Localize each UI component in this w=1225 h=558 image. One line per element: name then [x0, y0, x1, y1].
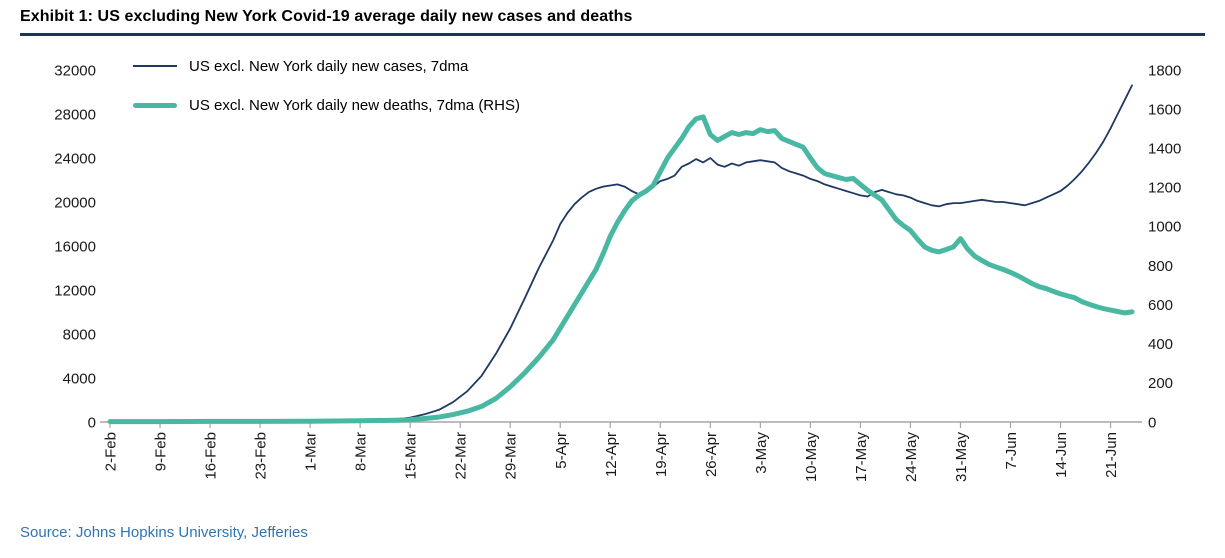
right-axis-tick-label: 1800 [1148, 62, 1181, 79]
chart-title: Exhibit 1: US excluding New York Covid-1… [20, 8, 633, 25]
left-axis-tick-label: 16000 [54, 238, 96, 255]
x-tick-label: 3-May [753, 432, 770, 474]
legend-item-cases: US excl. New York daily new cases, 7dma [133, 57, 520, 75]
x-tick-label: 26-Apr [703, 432, 720, 477]
x-tick-label: 15-Mar [403, 432, 420, 480]
x-tick-label: 9-Feb [153, 432, 170, 471]
x-tick-label: 19-Apr [653, 432, 670, 477]
right-axis-tick-label: 1200 [1148, 180, 1181, 197]
x-tick-label: 14-Jun [1053, 432, 1070, 478]
source-note: Source: Johns Hopkins University, Jeffer… [20, 524, 308, 541]
left-axis-tick-label: 12000 [54, 282, 96, 299]
chart-legend: US excl. New York daily new cases, 7dma … [133, 57, 520, 114]
x-tick-label: 5-Apr [553, 432, 570, 469]
x-tick-label: 29-Mar [503, 432, 520, 480]
right-axis-tick-label: 200 [1148, 375, 1173, 392]
right-axis-tick-label: 1400 [1148, 140, 1181, 157]
deaths-line-swatch [133, 102, 177, 108]
left-axis-tick-label: 0 [88, 414, 96, 431]
x-tick-label: 2-Feb [103, 432, 120, 471]
x-tick-label: 21-Jun [1103, 432, 1120, 478]
x-tick-label: 10-May [803, 432, 820, 483]
right-axis-tick-label: 400 [1148, 336, 1173, 353]
right-axis-tick-label: 1000 [1148, 219, 1181, 236]
x-tick-label: 8-Mar [353, 432, 370, 471]
x-tick-label: 17-May [853, 432, 870, 483]
left-axis-tick-label: 8000 [63, 326, 96, 343]
x-tick-label: 22-Mar [453, 432, 470, 480]
left-axis-tick-label: 24000 [54, 150, 96, 167]
title-rule [20, 33, 1205, 36]
legend-label-cases: US excl. New York daily new cases, 7dma [189, 57, 469, 75]
x-tick-label: 12-Apr [603, 432, 620, 477]
left-axis-tick-label: 32000 [54, 62, 96, 79]
cases-line-swatch [133, 65, 177, 67]
right-axis-tick-label: 800 [1148, 258, 1173, 275]
series-line-deaths [107, 114, 1135, 425]
x-tick-label: 23-Feb [253, 432, 270, 480]
x-tick-label: 24-May [903, 432, 920, 483]
line-chart: 2-Feb 9-Feb 16-Feb 23-Feb 1-Mar 8-Mar 15-Mar 22… [54, 62, 1181, 483]
left-axis-tick-label: 20000 [54, 194, 96, 211]
legend-item-deaths: US excl. New York daily new deaths, 7dma… [133, 96, 520, 114]
right-axis-tick-label: 600 [1148, 297, 1173, 314]
right-axis-tick-label: 1600 [1148, 101, 1181, 118]
x-tick-label: 7-Jun [1003, 432, 1020, 470]
legend-label-deaths: US excl. New York daily new deaths, 7dma… [189, 96, 520, 114]
x-tick-label: 31-May [953, 432, 970, 483]
x-tick-label: 1-Mar [303, 432, 320, 471]
left-axis-tick-label: 28000 [54, 106, 96, 123]
x-tick-label: 16-Feb [203, 432, 220, 480]
series-line-cases [109, 84, 1133, 423]
right-axis-tick-label: 0 [1148, 414, 1156, 431]
left-axis-tick-label: 4000 [63, 370, 96, 387]
